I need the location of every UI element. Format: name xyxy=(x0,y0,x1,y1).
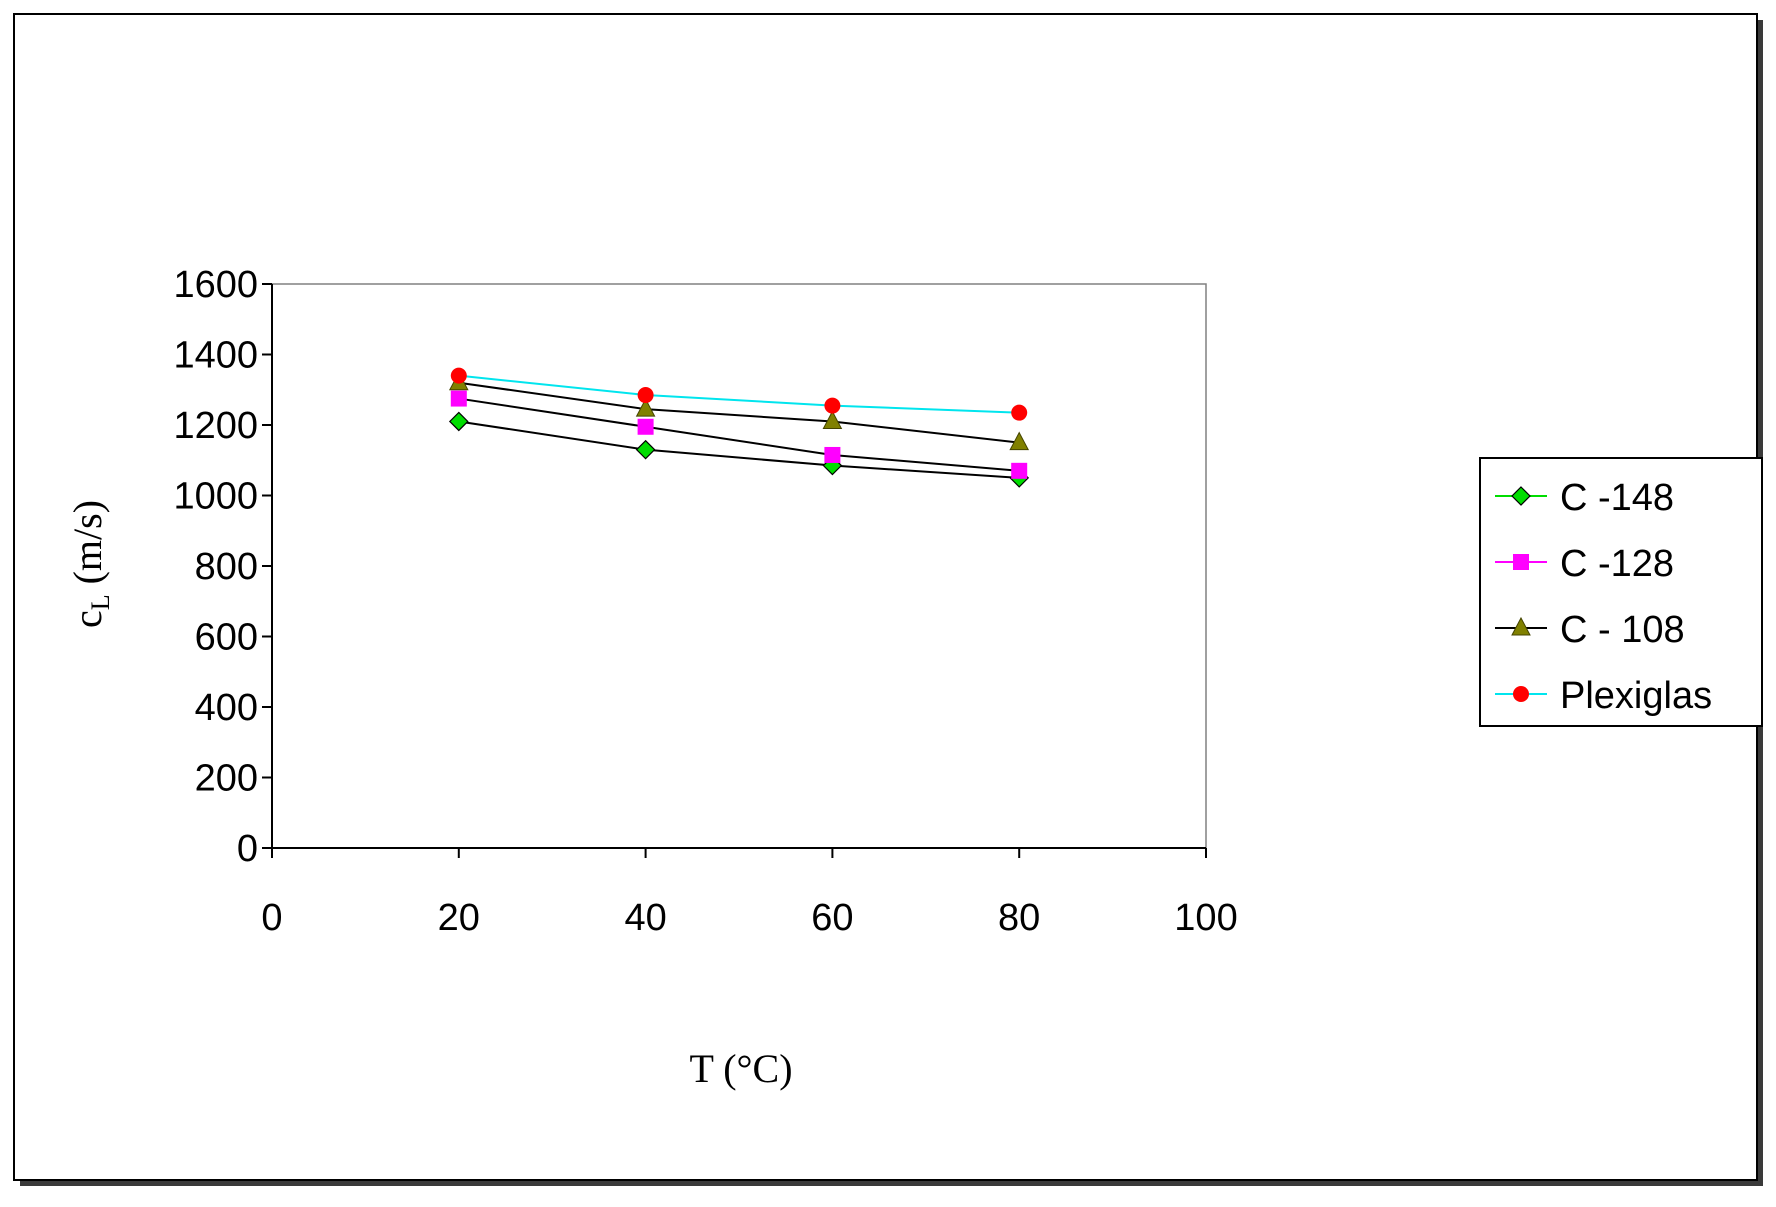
legend-marker xyxy=(1513,686,1529,702)
x-tick-label: 100 xyxy=(1174,897,1237,939)
legend-item: Plexiglas xyxy=(1495,675,1712,717)
y-axis-label: cL (m/s) xyxy=(65,500,115,628)
x-tick-label: 80 xyxy=(998,897,1040,939)
legend-item: C -128 xyxy=(1495,543,1674,585)
series-line xyxy=(458,381,1020,444)
legend-label: C -148 xyxy=(1560,477,1674,519)
y-axis-label-text: cL (m/s) xyxy=(65,500,115,628)
y-tick-label: 800 xyxy=(195,546,258,588)
data-point xyxy=(448,411,469,432)
legend-marker xyxy=(1513,554,1529,570)
series-2 xyxy=(450,390,1028,479)
data-point xyxy=(824,446,841,463)
y-tick-label: 200 xyxy=(195,758,258,800)
series-1 xyxy=(448,411,1030,488)
series-line xyxy=(458,397,1020,472)
legend-label: Plexiglas xyxy=(1560,675,1712,717)
series-4 xyxy=(450,367,1028,421)
x-tick-label: 0 xyxy=(261,897,282,939)
x-tick-label: 60 xyxy=(811,897,853,939)
legend-item: C - 108 xyxy=(1495,609,1685,651)
data-point xyxy=(637,418,654,435)
y-axis-label-main: c xyxy=(65,610,110,628)
data-point xyxy=(1009,431,1030,451)
y-axis-label-subscript: L xyxy=(86,594,115,610)
legend-box xyxy=(1479,457,1763,727)
series-line xyxy=(458,374,1020,414)
y-tick-label: 1200 xyxy=(173,405,258,447)
y-tick-label: 0 xyxy=(237,828,258,870)
y-tick-label: 1400 xyxy=(173,335,258,377)
data-point xyxy=(1011,462,1028,479)
data-point xyxy=(635,439,656,460)
legend-item: C -148 xyxy=(1495,477,1674,519)
x-tick-label: 20 xyxy=(438,897,480,939)
x-axis-label: T (°C) xyxy=(689,1046,792,1091)
y-tick-label: 600 xyxy=(195,617,258,659)
legend-label: C -128 xyxy=(1560,543,1674,585)
axes: 0 200 400 600 800 1000 1200 1400 1600 0 20 40 60 80 10… xyxy=(173,264,1237,939)
y-tick-label: 1600 xyxy=(173,264,258,306)
data-point xyxy=(822,410,843,429)
y-tick-label: 1000 xyxy=(173,476,258,518)
legend: C -148 C -128 C - 108 Plexiglas xyxy=(1495,477,1712,717)
data-point xyxy=(824,397,841,414)
legend-marker xyxy=(1511,486,1531,506)
series-line xyxy=(458,420,1020,479)
data-point xyxy=(450,390,467,407)
data-point xyxy=(635,398,656,417)
data-point xyxy=(450,367,467,384)
x-tick-label: 40 xyxy=(624,897,666,939)
legend-label: C - 108 xyxy=(1560,609,1685,651)
legend-marker xyxy=(1511,616,1531,636)
data-point xyxy=(1011,404,1028,421)
plot-area xyxy=(271,283,1207,849)
data-point xyxy=(637,387,654,404)
series-layer xyxy=(448,367,1030,488)
y-axis-label-unit: (m/s) xyxy=(65,500,110,594)
y-tick-label: 400 xyxy=(195,687,258,729)
